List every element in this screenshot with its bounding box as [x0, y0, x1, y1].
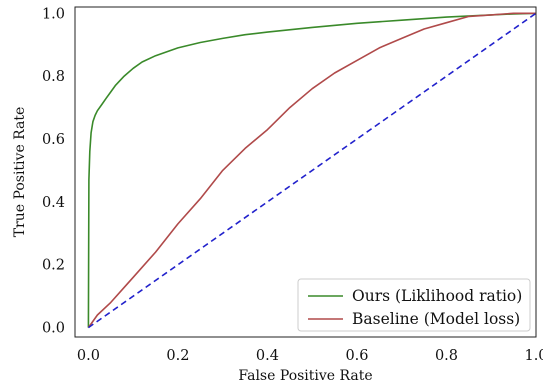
- y-axis-label: True Positive Rate: [12, 107, 28, 238]
- y-tick-label: 0.8: [42, 69, 65, 85]
- y-tick-label: 0.0: [42, 321, 65, 337]
- series-line-ours: [87, 12, 537, 328]
- y-tick-label: 0.4: [42, 195, 65, 211]
- y-tick-label: 0.2: [42, 258, 65, 274]
- x-axis-label: False Positive Rate: [238, 368, 372, 384]
- legend-label-baseline: Baseline (Model loss): [352, 310, 520, 328]
- x-tick-label: 0.2: [166, 348, 189, 364]
- x-tick-label: 0.0: [77, 348, 100, 364]
- legend: Ours (Liklihood ratio) Baseline (Model l…: [297, 278, 531, 332]
- x-tick-label: 0.4: [256, 348, 279, 364]
- plot-frame: [74, 6, 537, 338]
- series-line-random: [87, 12, 537, 329]
- y-tick-label: 1.0: [42, 6, 65, 22]
- plot-lines: [87, 12, 537, 329]
- legend-box: [297, 278, 531, 332]
- y-tick-label: 0.6: [42, 132, 65, 148]
- x-tick-label: 0.6: [345, 348, 368, 364]
- x-tick-label: 1.0: [524, 348, 543, 364]
- x-tick-label: 0.8: [435, 348, 458, 364]
- legend-label-ours: Ours (Liklihood ratio): [352, 287, 522, 305]
- axis-ticks: 0.0 0.2 0.4 0.6 0.8 1.0 0.0 0.2 0.4 0.6 0.8 1.0: [42, 6, 543, 364]
- series-line-baseline: [87, 12, 536, 329]
